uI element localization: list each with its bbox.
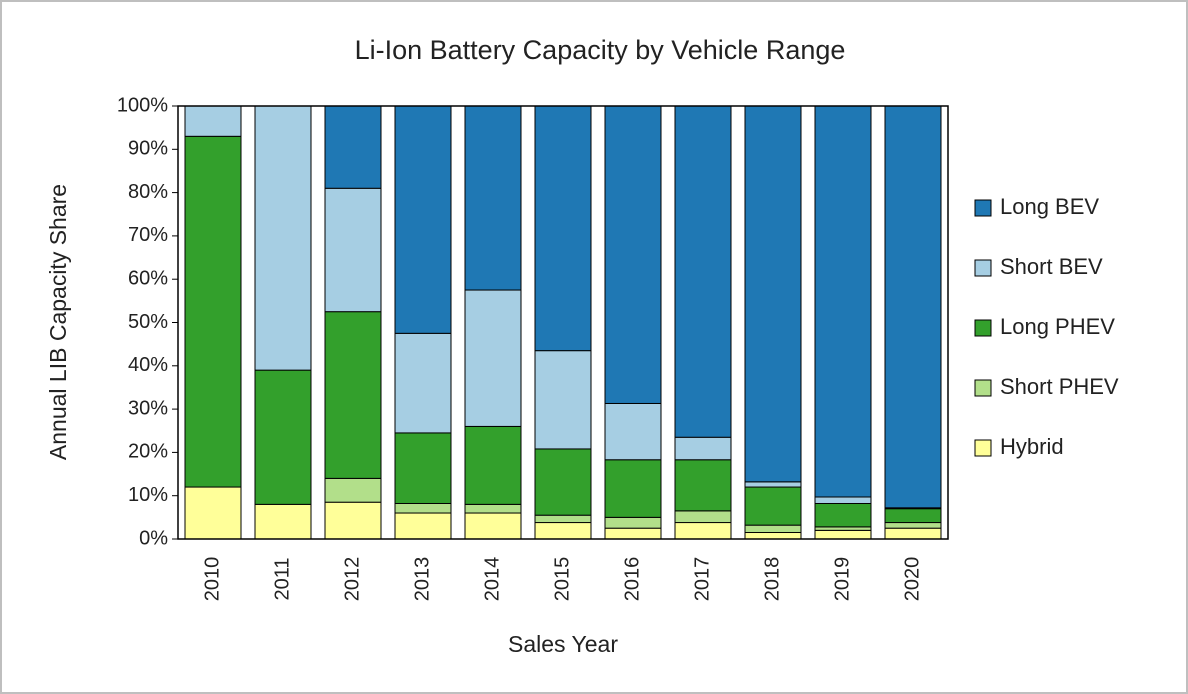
bar-segment [394, 512, 452, 540]
bar-segment [394, 332, 452, 434]
bar-segment [814, 526, 872, 531]
legend-swatch [974, 319, 992, 337]
x-tick-label: 2020 [901, 557, 923, 602]
x-tick-label: 2015 [551, 557, 573, 602]
plot-border [177, 105, 949, 540]
x-tick-label: 2017 [691, 557, 713, 602]
y-tick-label: 10% [128, 484, 168, 506]
x-tick-label: 2010 [201, 557, 223, 602]
bar-segment [604, 459, 662, 518]
legend-label: Long PHEV [1000, 314, 1115, 339]
bar-segment [534, 105, 592, 352]
x-tick-label: 2011 [271, 557, 293, 600]
bar-segment [324, 187, 382, 313]
bar-segment [394, 432, 452, 504]
bar-segment [394, 502, 452, 514]
bar-segment [604, 105, 662, 404]
bar-segment [884, 527, 942, 540]
bar-segment [464, 105, 522, 291]
bar-segment [674, 522, 732, 540]
x-tick-label: 2019 [831, 557, 853, 602]
bar-segment [534, 350, 592, 450]
bar-segment [744, 105, 802, 483]
bar-segment [884, 105, 942, 509]
bar-segment [814, 105, 872, 498]
bar-segment [604, 402, 662, 461]
legend-swatch [974, 199, 992, 217]
y-tick-label: 60% [128, 267, 168, 289]
bar-segment [744, 524, 802, 534]
legend-label: Short PHEV [1000, 374, 1119, 399]
bar-segment [884, 508, 942, 524]
x-tick-label: 2012 [341, 557, 363, 602]
bar-segment [464, 503, 522, 514]
bar-segment [814, 502, 872, 528]
bar-segment [604, 527, 662, 540]
bar-segment [674, 510, 732, 524]
y-tick-label: 20% [128, 441, 168, 463]
bar-segment [184, 105, 242, 137]
bar-segment [324, 311, 382, 479]
y-tick-label: 50% [128, 311, 168, 333]
bar-segment [324, 105, 382, 189]
bar-segment [884, 522, 942, 529]
y-tick-label: 40% [128, 354, 168, 376]
legend-swatch [974, 379, 992, 397]
y-tick-label: 80% [128, 181, 168, 203]
legend-swatch [974, 439, 992, 457]
y-tick-label: 0% [139, 527, 168, 549]
bar-segment [534, 522, 592, 540]
x-tick-label: 2013 [411, 557, 433, 602]
bar-segment [464, 425, 522, 505]
y-axis-label: Annual LIB Capacity Share [45, 184, 71, 460]
bar-segment [184, 135, 242, 488]
legend-label: Hybrid [1000, 434, 1064, 459]
bar-segment [744, 481, 802, 488]
bar-segment [324, 477, 382, 503]
y-tick-label: 90% [128, 138, 168, 160]
bar-segment [534, 448, 592, 516]
bar-segment [254, 503, 312, 540]
legend-label: Short BEV [1000, 254, 1103, 279]
bar-segment [674, 459, 732, 512]
bar-segment [744, 486, 802, 526]
bar-segment [254, 369, 312, 505]
y-tick-label: 100% [117, 94, 168, 116]
legend-label: Long BEV [1000, 194, 1099, 219]
bar-segment [464, 289, 522, 427]
bar-segment [464, 512, 522, 540]
bar-segment [324, 501, 382, 540]
bar-segment [674, 436, 732, 461]
x-tick-label: 2014 [481, 557, 503, 602]
bar-segment [674, 105, 732, 438]
legend-swatch [974, 259, 992, 277]
bar-segment [534, 514, 592, 524]
bar-segment [184, 486, 242, 540]
chart-title: Li-Ion Battery Capacity by Vehicle Range [355, 35, 846, 65]
bar-segment [254, 105, 312, 371]
bar-segment [604, 516, 662, 529]
y-tick-label: 70% [128, 224, 168, 246]
y-tick-label: 30% [128, 397, 168, 419]
bar-segment [814, 529, 872, 540]
x-tick-label: 2018 [761, 557, 783, 602]
x-tick-label: 2016 [621, 557, 643, 602]
bar-segment [744, 532, 802, 540]
bar-segment [814, 496, 872, 504]
x-axis-label: Sales Year [508, 631, 618, 657]
bar-segment [394, 105, 452, 334]
